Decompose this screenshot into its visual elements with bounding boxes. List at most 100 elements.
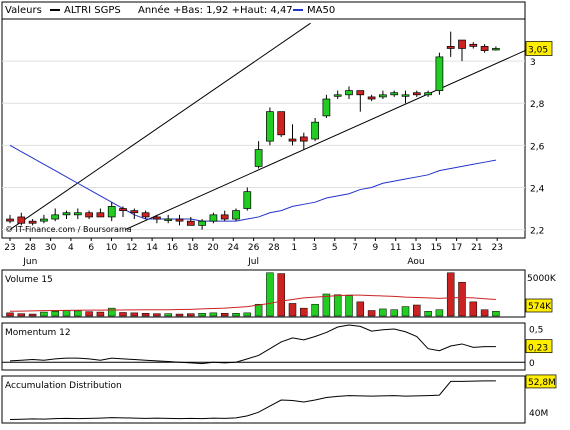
volume-bar bbox=[17, 313, 26, 317]
x-tick-label: 28 bbox=[268, 243, 280, 253]
x-tick-label: 28 bbox=[25, 243, 37, 253]
candle-body bbox=[390, 92, 399, 96]
volume-bar bbox=[209, 312, 218, 317]
price-y-tick-label: 3 bbox=[530, 58, 536, 68]
accumulation-last-value-label: 52,8M bbox=[528, 378, 556, 388]
candle-body bbox=[209, 214, 218, 222]
month-label: Jun bbox=[22, 257, 37, 267]
volume-bar bbox=[469, 301, 478, 317]
price-last-value-label: 3,05 bbox=[528, 45, 548, 55]
x-tick-label: 18 bbox=[187, 243, 199, 253]
x-tick-label: 1 bbox=[291, 243, 297, 253]
momentum-y-tick-label: 0,5 bbox=[529, 325, 543, 335]
volume-bar bbox=[40, 311, 48, 317]
volume-bar bbox=[107, 307, 116, 317]
candle-body bbox=[277, 111, 286, 136]
candle-body bbox=[17, 216, 26, 224]
x-tick-label: 23 bbox=[4, 243, 15, 253]
volume-last-value-label: 574K bbox=[528, 302, 552, 312]
price-y-tick-label: 2,8 bbox=[530, 100, 545, 110]
momentum-panel-frame bbox=[1, 322, 526, 371]
x-tick-label: 10 bbox=[106, 243, 118, 253]
volume-bar bbox=[198, 313, 206, 317]
candle-body bbox=[51, 214, 60, 220]
candle-body bbox=[6, 218, 14, 222]
volume-bar bbox=[435, 309, 444, 317]
volume-bar bbox=[266, 272, 274, 317]
price-y-tick-label: 2,6 bbox=[530, 142, 545, 152]
volume-bar bbox=[153, 313, 161, 317]
trend-line-lower bbox=[125, 48, 531, 231]
candle-body bbox=[311, 121, 319, 140]
momentum-title: Momentum 12 bbox=[5, 328, 71, 338]
candle-body bbox=[266, 111, 274, 142]
x-tick-label: 12 bbox=[126, 243, 137, 253]
volume-bar bbox=[492, 311, 500, 317]
x-tick-label: 30 bbox=[45, 243, 57, 253]
candle-body bbox=[119, 208, 127, 211]
volume-bar bbox=[96, 311, 105, 317]
candle-body bbox=[232, 210, 240, 220]
month-label: Jul bbox=[247, 257, 259, 267]
volume-title: Volume 15 bbox=[5, 275, 53, 285]
candle-body bbox=[107, 206, 116, 218]
header-label: Valeurs bbox=[5, 5, 42, 16]
momentum-y-tick-label: 0 bbox=[529, 359, 535, 369]
candle-body bbox=[367, 96, 376, 100]
volume-bar bbox=[300, 307, 308, 317]
x-tick-label: 4 bbox=[68, 243, 74, 253]
volume-bar bbox=[220, 313, 229, 317]
volume-bar bbox=[85, 311, 93, 317]
accumulation-last-value-badge bbox=[525, 374, 557, 389]
candle-body bbox=[62, 212, 71, 216]
x-tick-label: 3 bbox=[312, 243, 318, 253]
volume-bar bbox=[254, 303, 263, 317]
candle-body bbox=[345, 90, 353, 96]
price-last-value-badge bbox=[525, 41, 553, 56]
accumulation-y-tick-label: 40M bbox=[529, 409, 548, 419]
x-tick-label: 23 bbox=[491, 243, 502, 253]
x-tick-label: 11 bbox=[390, 243, 401, 253]
candle-body bbox=[356, 90, 365, 96]
volume-bar bbox=[277, 273, 285, 317]
candle-body bbox=[299, 136, 308, 142]
volume-bar bbox=[480, 309, 489, 317]
candle-body bbox=[243, 191, 252, 209]
x-tick-label: 21 bbox=[471, 243, 482, 253]
candle-body bbox=[96, 212, 105, 218]
year-stats: Année +Bas: 1,92 +Haut: 4,47 bbox=[138, 4, 293, 16]
price-y-tick-label: 2,4 bbox=[530, 184, 545, 194]
volume-bar bbox=[367, 310, 376, 317]
trend-line-upper bbox=[9, 22, 311, 230]
x-tick-label: 9 bbox=[373, 243, 379, 253]
candle-body bbox=[164, 218, 173, 221]
candle-body bbox=[186, 220, 195, 226]
volume-bar bbox=[243, 312, 252, 317]
volume-bar bbox=[175, 313, 184, 317]
volume-bar bbox=[424, 311, 432, 317]
volume-bar bbox=[345, 295, 353, 317]
month-label: Aou bbox=[407, 257, 424, 267]
ma-legend-label: MA50 bbox=[307, 5, 335, 16]
series-name: ALTRI SGPS bbox=[64, 5, 121, 16]
volume-bar bbox=[413, 304, 421, 317]
volume-bar bbox=[51, 311, 59, 317]
x-tick-label: 14 bbox=[146, 243, 158, 253]
x-tick-label: 24 bbox=[228, 243, 240, 253]
x-tick-label: 15 bbox=[431, 243, 442, 253]
volume-last-value-badge bbox=[525, 298, 553, 313]
candle-body bbox=[40, 218, 48, 222]
volume-bar bbox=[458, 281, 466, 317]
volume-bar bbox=[187, 313, 195, 317]
volume-bar bbox=[232, 313, 240, 317]
volume-bar bbox=[288, 303, 297, 317]
candle-body bbox=[446, 46, 455, 49]
candle-body bbox=[85, 212, 93, 218]
volume-bar bbox=[62, 310, 71, 317]
accumulation-line bbox=[9, 380, 496, 421]
watermark: © IT-Finance.com / Boursorama bbox=[5, 225, 132, 234]
candle-body bbox=[254, 149, 263, 167]
x-tick-label: 7 bbox=[352, 243, 358, 253]
candle-body bbox=[412, 92, 421, 96]
x-tick-label: 16 bbox=[167, 243, 179, 253]
